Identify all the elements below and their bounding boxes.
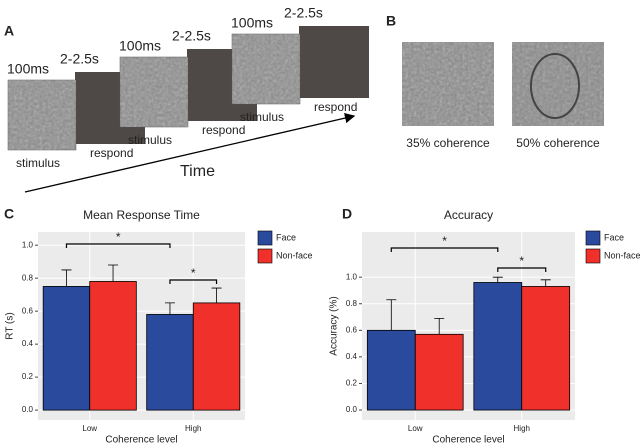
y-tick-label: 0.4: [346, 352, 358, 361]
interval-label: 2-2.5s: [60, 51, 99, 67]
respond-label: respond: [202, 123, 245, 137]
stimulus-label: stimulus: [128, 133, 172, 147]
error-bar: [386, 299, 397, 331]
stimulus-label: stimulus: [240, 110, 284, 124]
error-bar: [164, 302, 175, 315]
respond-label: respond: [90, 146, 133, 160]
significance-label: *: [191, 266, 196, 280]
y-tick-label: 0.8: [22, 273, 34, 282]
bar: [146, 314, 194, 411]
y-axis-label: RT (s): [5, 312, 16, 339]
stimulus-noise: [8, 80, 76, 150]
y-tick-label: 0.6: [346, 325, 358, 334]
stimulus-noise: [120, 57, 188, 127]
x-tick-label: High: [514, 424, 530, 433]
stimulus-noise: [512, 42, 604, 126]
respond-label: respond: [314, 100, 357, 114]
x-tick-label: Low: [408, 424, 423, 433]
error-bar: [61, 269, 72, 287]
bar: [89, 281, 137, 411]
stimulus-noise: [232, 34, 300, 104]
time-label: Time: [180, 163, 215, 180]
significance-label: *: [116, 230, 121, 244]
y-tick-label: 0.6: [22, 306, 34, 315]
significance-bracket: [390, 247, 499, 252]
error-bar: [492, 276, 503, 283]
bar: [473, 282, 523, 411]
error-bar: [211, 287, 222, 303]
x-tick-label: High: [185, 424, 201, 433]
time-arrow: [24, 112, 356, 193]
bar: [42, 286, 91, 411]
x-tick-label: Low: [82, 424, 97, 433]
significance-bracket: [169, 279, 218, 284]
duration-label: 100ms: [231, 15, 273, 31]
respond-screen: [299, 26, 369, 98]
x-axis-label: Coherence level: [432, 435, 504, 444]
y-tick-label: 1.0: [346, 272, 358, 281]
x-axis-label: Coherence level: [105, 435, 177, 444]
interval-label: 2-2.5s: [172, 28, 211, 44]
chart-title: Mean Response Time: [83, 208, 200, 222]
image-caption: 50% coherence: [516, 136, 600, 150]
stimulus-label: stimulus: [16, 156, 60, 170]
stimulus-noise: [402, 42, 494, 126]
y-tick-label: 0.8: [346, 299, 358, 308]
significance-bracket: [497, 267, 547, 272]
y-tick-label: 0.0: [22, 405, 34, 414]
significance-label: *: [519, 254, 524, 268]
image-caption: 35% coherence: [406, 136, 490, 150]
legend-swatch: [585, 230, 601, 246]
duration-label: 100ms: [7, 61, 49, 77]
chart-title: Accuracy: [444, 208, 493, 222]
panel-label: B: [386, 13, 396, 29]
legend-label: Non-face: [604, 250, 640, 260]
legend-swatch: [257, 230, 273, 246]
bar: [192, 302, 241, 411]
significance-label: *: [442, 234, 447, 248]
y-tick-label: 0.4: [22, 339, 34, 348]
legend-label: Non-face: [276, 250, 313, 260]
panel-label: D: [342, 206, 352, 222]
y-tick-label: 0.2: [346, 379, 358, 388]
bar: [414, 333, 464, 411]
legend-label: Face: [604, 232, 624, 242]
duration-label: 100ms: [119, 38, 161, 54]
error-bar: [434, 317, 445, 335]
trial-sequence: 100ms2-2.5sstimulusrespond100ms2-2.5ssti…: [7, 5, 369, 170]
significance-bracket: [65, 243, 171, 248]
legend-swatch: [257, 248, 273, 264]
y-tick-label: 1.0: [22, 240, 34, 249]
y-tick-label: 0.2: [22, 372, 34, 381]
panel-label: A: [4, 23, 14, 39]
error-bar: [540, 279, 551, 287]
bar: [366, 329, 416, 411]
interval-label: 2-2.5s: [284, 5, 323, 21]
y-tick-label: 0.0: [346, 405, 358, 414]
bar: [521, 286, 571, 411]
face-outline: [530, 53, 580, 119]
legend-label: Face: [276, 232, 296, 242]
panel-label: C: [4, 206, 14, 222]
legend-swatch: [585, 248, 601, 264]
y-axis-label: Accuracy (%): [329, 296, 340, 355]
error-bar: [108, 264, 119, 282]
